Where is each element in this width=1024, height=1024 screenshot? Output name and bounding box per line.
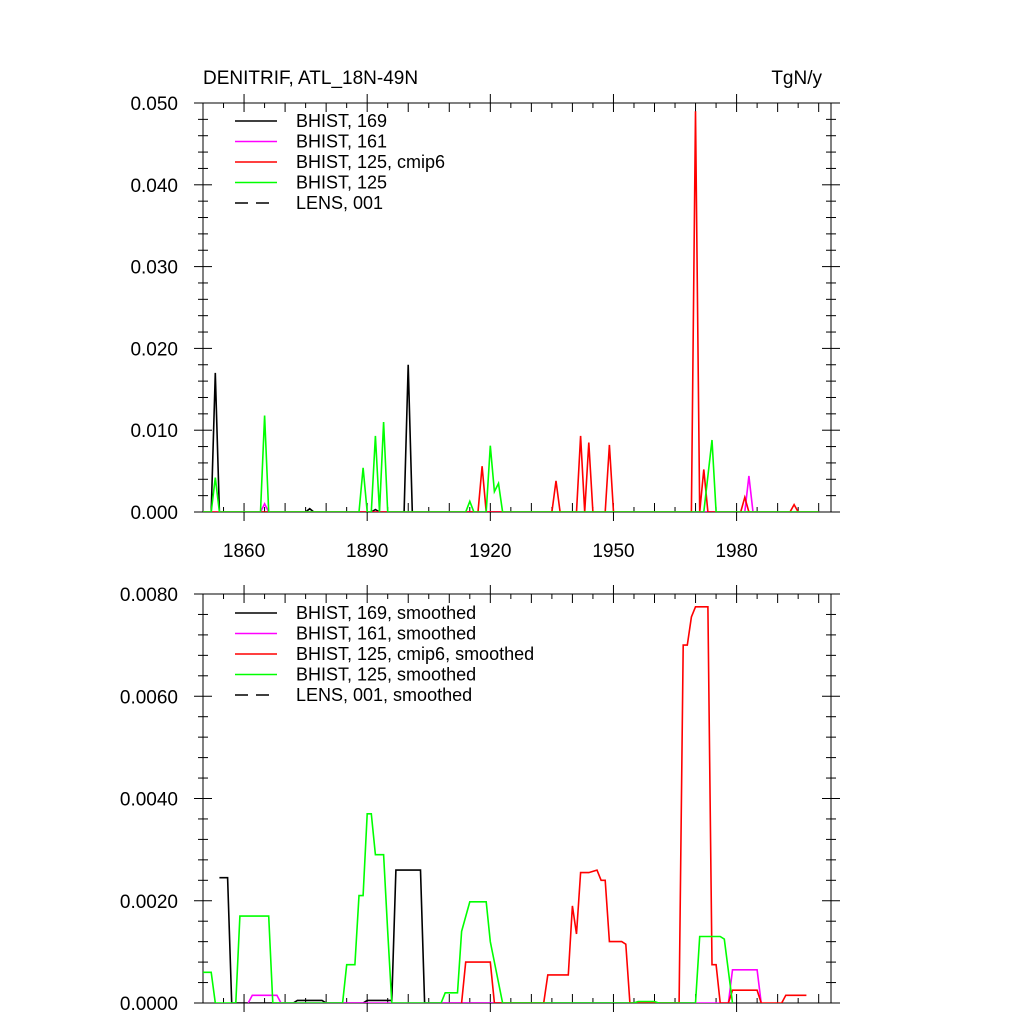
top-series-line-0: [203, 364, 819, 512]
bottom-y-tick-label: 0.0000: [120, 994, 178, 1015]
top-panel: DENITRIF, ATL_18N-49N TgN/y 1860 1890 1920…: [130, 68, 840, 562]
top-x-tick-label: 1980: [715, 541, 757, 562]
bottom-y-tick-label: 0.0020: [120, 892, 178, 913]
bottom-series-line-1: [247, 969, 762, 1003]
bottom-series-line-3: [203, 813, 734, 1003]
bottom-y-tick-label: 0.0080: [120, 585, 178, 606]
top-y-tick-label: 0.040: [130, 176, 178, 197]
bottom-y-tick-label: 0.0040: [120, 790, 178, 811]
top-legend-label: BHIST, 161: [296, 132, 387, 152]
top-legend-label: BHIST, 125: [296, 173, 387, 193]
top-x-tick-label: 1950: [592, 541, 634, 562]
top-x-tick-label: 1860: [223, 541, 265, 562]
top-chart-title: DENITRIF, ATL_18N-49N: [203, 68, 418, 89]
top-y-tick-label: 0.000: [130, 503, 178, 524]
top-series-line-2: [203, 111, 819, 512]
bottom-legend-label: BHIST, 125, cmip6, smoothed: [296, 644, 534, 664]
top-series-line-1: [203, 475, 819, 512]
bottom-series-line-0: [219, 869, 696, 1003]
bottom-legend-label: BHIST, 169, smoothed: [296, 603, 476, 623]
bottom-y-tick-label: 0.0060: [120, 687, 178, 708]
top-legend-label: BHIST, 169: [296, 111, 387, 131]
top-x-tick-label: 1890: [346, 541, 388, 562]
top-x-tick-label: 1920: [469, 541, 511, 562]
top-y-tick-label: 0.010: [130, 421, 178, 442]
top-legend-label: LENS, 001: [296, 193, 383, 213]
bottom-legend-label: LENS, 001, smoothed: [296, 685, 472, 705]
bottom-legend-label: BHIST, 125, smoothed: [296, 665, 476, 685]
bottom-panel: 0.0000 0.0020 0.0040 0.0060 0.0080 BHIST, 169…: [120, 585, 840, 1015]
bottom-series-line-2: [460, 606, 807, 1003]
top-legend-label: BHIST, 125, cmip6: [296, 152, 445, 172]
top-y-tick-label: 0.020: [130, 339, 178, 360]
bottom-legend-label: BHIST, 161, smoothed: [296, 624, 476, 644]
top-y-tick-label: 0.050: [130, 94, 178, 115]
top-series-line-3: [203, 415, 819, 512]
top-y-tick-label: 0.030: [130, 258, 178, 279]
top-chart-units: TgN/y: [771, 68, 822, 89]
